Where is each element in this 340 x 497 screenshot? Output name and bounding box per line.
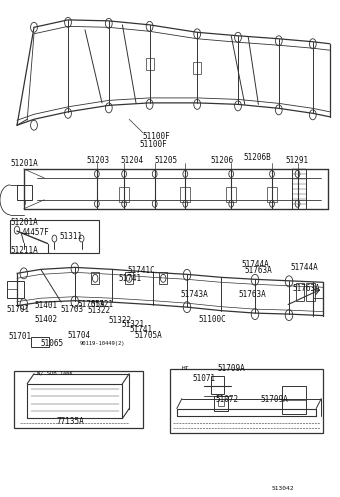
Text: 51741: 51741 <box>129 325 152 333</box>
Text: 51071: 51071 <box>192 374 215 383</box>
Bar <box>282 386 306 414</box>
Text: 51065: 51065 <box>40 339 63 348</box>
Text: 51401: 51401 <box>34 301 57 310</box>
Text: 51321: 51321 <box>90 300 113 309</box>
Text: 51072: 51072 <box>216 395 239 404</box>
Bar <box>31 337 49 347</box>
Text: 51703: 51703 <box>61 305 84 314</box>
Text: 51705A: 51705A <box>134 331 162 340</box>
Text: 77135A: 77135A <box>56 417 84 426</box>
Bar <box>91 272 99 284</box>
Bar <box>292 169 306 209</box>
Text: 51709A: 51709A <box>260 395 288 404</box>
Bar <box>119 187 129 202</box>
Bar <box>214 396 228 411</box>
Bar <box>218 399 224 406</box>
Text: 51701: 51701 <box>6 305 29 314</box>
Text: 51201A: 51201A <box>10 159 38 167</box>
Bar <box>306 283 314 301</box>
Text: HT: HT <box>182 366 189 371</box>
Bar <box>14 371 143 428</box>
Text: 51763A: 51763A <box>292 284 320 293</box>
Bar <box>125 272 133 284</box>
Text: 51206B: 51206B <box>243 153 271 162</box>
Text: 51204: 51204 <box>121 156 144 165</box>
Text: 51291: 51291 <box>286 156 309 165</box>
Bar <box>159 272 167 284</box>
Text: 51705A: 51705A <box>78 300 105 309</box>
Text: 51763A: 51763A <box>245 266 273 275</box>
Text: 51100F: 51100F <box>143 132 171 141</box>
Text: 51100F: 51100F <box>139 140 167 149</box>
Bar <box>10 220 99 253</box>
Bar <box>267 187 277 202</box>
Bar <box>180 187 190 202</box>
Text: 51744A: 51744A <box>241 260 269 269</box>
Text: 51744A: 51744A <box>291 263 319 272</box>
Text: 51203: 51203 <box>87 156 110 165</box>
Bar <box>226 187 236 202</box>
Text: 51100C: 51100C <box>199 315 227 324</box>
Text: 51402: 51402 <box>34 315 57 324</box>
Text: 51743A: 51743A <box>180 290 208 299</box>
Bar <box>170 369 323 433</box>
Bar <box>146 58 154 70</box>
Text: 51322: 51322 <box>88 306 111 315</box>
Text: 51701: 51701 <box>8 332 32 341</box>
Text: 51741C: 51741C <box>128 266 155 275</box>
Text: 51321: 51321 <box>122 320 145 329</box>
Text: 51704: 51704 <box>67 331 90 340</box>
Text: 51205: 51205 <box>155 156 178 165</box>
Text: 51201A: 51201A <box>10 218 38 227</box>
Text: 51741: 51741 <box>118 274 141 283</box>
Bar <box>193 62 201 74</box>
Text: 51311: 51311 <box>59 232 83 241</box>
Bar <box>211 376 224 394</box>
Text: 513042: 513042 <box>272 486 294 491</box>
Text: 44457F: 44457F <box>22 228 50 237</box>
Text: 51763A: 51763A <box>238 290 266 299</box>
Text: 90119-10449(2): 90119-10449(2) <box>80 341 125 346</box>
Text: 51709A: 51709A <box>218 364 245 373</box>
Text: 51322: 51322 <box>108 316 131 325</box>
Text: 51211A: 51211A <box>10 246 38 255</box>
Bar <box>296 283 304 301</box>
Text: W/ SUB TANK: W/ SUB TANK <box>37 370 73 375</box>
Text: 51206: 51206 <box>211 156 234 165</box>
Bar <box>7 281 24 298</box>
Bar <box>17 185 32 200</box>
